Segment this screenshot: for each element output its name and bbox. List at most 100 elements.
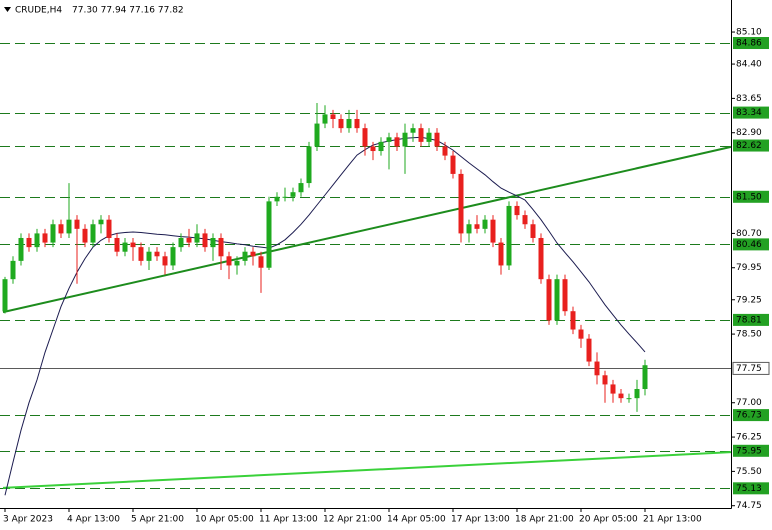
candle-body <box>490 219 496 243</box>
candle-body <box>394 137 400 147</box>
symbol: CRUDE,H4 <box>15 6 62 16</box>
candle-body <box>2 279 8 312</box>
candle-body <box>338 118 344 129</box>
trendline <box>2 145 732 314</box>
candle-body <box>26 237 32 248</box>
candle-body <box>538 237 544 280</box>
candle-body <box>146 251 152 261</box>
candle-body <box>570 311 576 330</box>
x-tick-label: 5 Apr 21:00 <box>131 515 184 525</box>
candle-body <box>226 256 232 266</box>
candle-body <box>18 237 24 261</box>
candle-body <box>362 128 368 147</box>
x-tick-label: 17 Apr 13:00 <box>451 515 510 525</box>
x-tick-label: 3 Apr 2023 <box>3 515 53 525</box>
candle-body <box>506 205 512 266</box>
y-tick-label: 84.40 <box>736 60 762 70</box>
candle-body <box>82 228 88 243</box>
candle-body <box>210 237 216 248</box>
x-tick-label: 4 Apr 13:00 <box>67 515 120 525</box>
candle-body <box>50 224 56 243</box>
candle-body <box>594 361 600 376</box>
level-label: 83.34 <box>736 108 762 118</box>
candle-body <box>410 128 416 133</box>
level-label: 80.46 <box>736 240 762 250</box>
y-tick-label: 76.25 <box>736 433 762 443</box>
candle-body <box>586 338 592 362</box>
candle-body <box>322 114 328 124</box>
candle-body <box>562 279 568 312</box>
moving-average <box>4 136 646 496</box>
candle-body <box>162 256 168 266</box>
candle-body <box>434 132 440 147</box>
level-label-box <box>733 238 769 251</box>
candle-body <box>282 196 288 198</box>
candle-body <box>74 219 80 229</box>
candle-body <box>618 393 624 399</box>
candle-body <box>114 237 120 252</box>
bid-label: 77.75 <box>736 364 762 374</box>
candle-body <box>554 279 560 321</box>
y-tick-label: 80.70 <box>736 229 762 239</box>
level-label: 75.13 <box>736 484 762 494</box>
candle-body <box>122 242 128 252</box>
candle-body <box>170 247 176 266</box>
x-tick-label: 18 Apr 21:00 <box>515 515 574 525</box>
candle-body <box>186 237 192 243</box>
candle-body <box>154 251 160 257</box>
candle-body <box>138 247 144 261</box>
candle-body <box>242 251 248 261</box>
candle-body <box>546 279 552 321</box>
candle-body <box>58 224 64 234</box>
candle-body <box>530 224 536 238</box>
y-tick-label: 74.75 <box>736 501 762 511</box>
candle-body <box>370 146 376 152</box>
level-label: 75.95 <box>736 446 762 456</box>
level-label-box <box>733 444 769 457</box>
candle-body <box>450 155 456 174</box>
y-tick-label: 77.00 <box>736 398 762 408</box>
level-label-box <box>733 37 769 50</box>
level-label: 78.81 <box>736 315 762 325</box>
candle-body <box>266 201 272 268</box>
candle-body <box>354 118 360 129</box>
candle-body <box>626 398 632 400</box>
candle-body <box>66 219 72 234</box>
candle-body <box>458 173 464 234</box>
y-tick-label: 79.95 <box>736 263 762 273</box>
x-tick-label: 20 Apr 05:00 <box>579 515 638 525</box>
candle-body <box>274 196 280 202</box>
x-tick-label: 11 Apr 13:00 <box>259 515 318 525</box>
x-tick-label: 14 Apr 05:00 <box>387 515 446 525</box>
candle-body <box>418 128 424 142</box>
y-tick-label: 82.90 <box>736 128 762 138</box>
candle-body <box>602 375 608 385</box>
candle-body <box>482 219 488 229</box>
candle-body <box>34 233 40 248</box>
candle-body <box>314 123 320 147</box>
y-tick-label: 85.10 <box>736 28 762 38</box>
candle-body <box>386 137 392 142</box>
candle-body <box>258 256 264 268</box>
candle-body <box>218 237 224 257</box>
bid-label-box <box>732 361 770 375</box>
candle-body <box>346 118 352 129</box>
plot-area <box>0 43 732 496</box>
candle-body <box>98 219 104 225</box>
candle-body <box>194 233 200 243</box>
candle-body <box>514 205 520 216</box>
trendline <box>2 451 732 489</box>
level-label-box <box>733 409 769 422</box>
level-label: 84.86 <box>736 39 762 49</box>
candle-body <box>290 192 296 197</box>
candle-body <box>250 251 256 257</box>
level-label-box <box>733 139 769 152</box>
level-label: 81.50 <box>736 192 762 202</box>
y-tick-label: 79.25 <box>736 295 762 305</box>
x-tick-label: 12 Apr 21:00 <box>323 515 382 525</box>
candle-body <box>642 365 648 390</box>
candle-body <box>402 132 408 147</box>
level-label: 76.73 <box>736 411 762 421</box>
level-label: 82.62 <box>736 141 762 151</box>
candle-body <box>130 242 136 248</box>
